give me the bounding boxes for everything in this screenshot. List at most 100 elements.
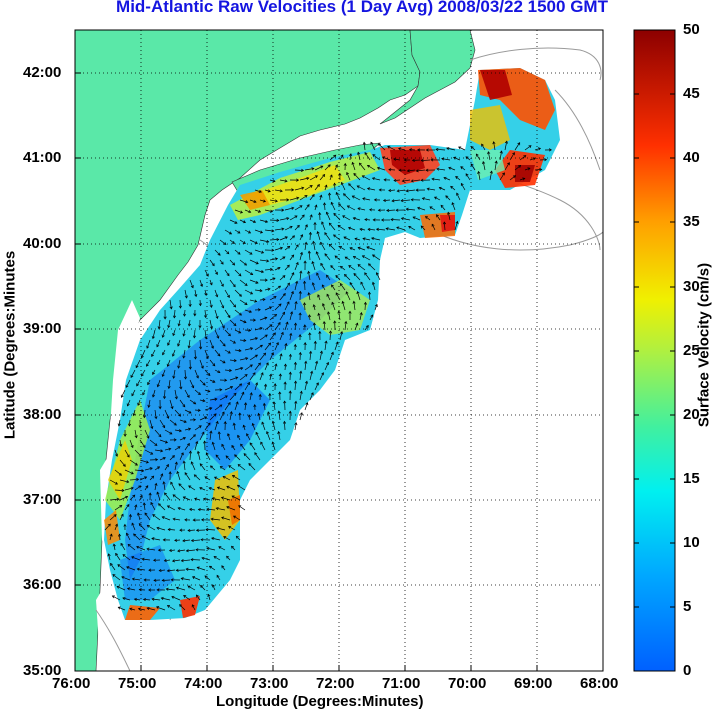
velocity-arrow-head	[362, 197, 366, 201]
velocity-arrow-head	[487, 151, 491, 155]
velocity-arrow-head	[211, 441, 215, 445]
velocity-arrow-head	[199, 487, 203, 490]
velocity-arrow	[199, 279, 203, 287]
velocity-arrow-head	[290, 311, 294, 315]
velocity-arrow	[156, 527, 166, 531]
velocity-arrow	[320, 263, 326, 271]
velocity-arrow-head	[131, 393, 135, 397]
velocity-arrow-head	[291, 188, 295, 192]
velocity-arrow	[200, 585, 206, 591]
velocity-arrow	[209, 319, 213, 329]
velocity-arrow-head	[133, 533, 137, 537]
velocity-arrow	[229, 377, 238, 381]
velocity-arrow-head	[408, 148, 412, 152]
velocity-arrow	[330, 265, 336, 271]
velocity-arrow-head	[333, 212, 337, 216]
velocity-arrow-head	[309, 350, 313, 354]
velocity-arrow	[504, 141, 508, 151]
velocity-arrow-head	[306, 176, 310, 180]
velocity-arrow-head	[207, 373, 211, 376]
velocity-arrow	[259, 317, 267, 321]
velocity-arrow-head	[234, 454, 238, 458]
velocity-arrow	[190, 559, 201, 561]
velocity-arrow-head	[221, 516, 225, 520]
velocity-arrow-head	[231, 444, 235, 449]
velocity-arrow-head	[165, 587, 169, 591]
velocity-arrow	[470, 163, 476, 171]
velocity-arrow	[294, 401, 297, 411]
velocity-arrow-head	[193, 474, 197, 478]
velocity-arrow	[203, 498, 211, 501]
velocity-arrow	[231, 445, 236, 451]
velocity-arrow	[159, 569, 166, 572]
velocity-arrow	[304, 168, 314, 171]
velocity-arrow	[184, 443, 190, 451]
velocity-arrow-head	[217, 353, 221, 357]
velocity-arrow-head	[246, 433, 249, 437]
velocity-arrow-head	[249, 251, 253, 255]
velocity-arrow	[188, 319, 191, 326]
velocity-arrow	[189, 399, 196, 405]
y-tick-label: 38:00	[23, 406, 62, 423]
velocity-arrow	[214, 404, 223, 411]
velocity-arrow	[166, 588, 176, 591]
velocity-arrow-head	[209, 407, 213, 411]
velocity-arrow	[204, 389, 211, 393]
velocity-arrow	[134, 504, 137, 511]
velocity-arrow-head	[335, 191, 339, 196]
velocity-arrow	[340, 283, 346, 291]
velocity-arrow-head	[130, 486, 134, 490]
velocity-arrow-head	[283, 400, 287, 404]
velocity-arrow-head	[267, 411, 271, 415]
velocity-arrow	[144, 512, 151, 521]
velocity-arrow-head	[420, 178, 424, 182]
velocity-arrow	[129, 439, 134, 448]
velocity-arrow	[132, 578, 141, 581]
velocity-arrow-head	[273, 383, 277, 387]
velocity-arrow-head	[188, 485, 192, 489]
velocity-arrow	[204, 289, 207, 296]
velocity-arrow	[211, 537, 221, 541]
velocity-arrow-head	[243, 338, 247, 343]
velocity-arrow	[199, 431, 205, 441]
velocity-arrow	[454, 221, 458, 231]
velocity-arrow-head	[282, 311, 285, 315]
velocity-arrow-head	[268, 392, 272, 396]
velocity-arrow	[224, 229, 232, 235]
velocity-arrow	[188, 485, 196, 491]
velocity-arrow	[159, 439, 168, 443]
velocity-arrow-head	[121, 488, 125, 493]
velocity-arrow-head	[146, 547, 150, 551]
colorbar-tick-label: 5	[683, 598, 692, 615]
velocity-arrow-head	[312, 304, 316, 308]
velocity-arrow	[239, 279, 248, 286]
velocity-arrow-head	[327, 192, 332, 196]
velocity-arrow-head	[366, 246, 370, 250]
velocity-arrow-head	[417, 148, 420, 152]
velocity-arrow-head	[304, 195, 308, 198]
velocity-arrow-head	[277, 285, 282, 289]
velocity-arrow	[164, 429, 173, 435]
velocity-arrow-head	[226, 485, 230, 489]
velocity-arrow	[214, 249, 221, 256]
velocity-arrow-head	[252, 220, 257, 224]
velocity-arrow-head	[203, 440, 207, 444]
velocity-arrow-head	[436, 214, 439, 218]
velocity-arrow-head	[190, 285, 194, 289]
velocity-arrow-head	[205, 527, 209, 532]
grid-lines	[75, 30, 603, 671]
velocity-arrow	[219, 279, 224, 287]
velocity-arrow	[347, 205, 356, 211]
velocity-arrow-head	[330, 265, 334, 269]
velocity-arrow-head	[316, 230, 320, 235]
velocity-arrow	[314, 184, 320, 191]
velocity-arrow-head	[179, 528, 183, 532]
velocity-arrow-head	[250, 272, 254, 275]
velocity-arrow-head	[345, 291, 349, 295]
velocity-arrow	[264, 229, 274, 232]
velocity-arrow	[334, 164, 338, 171]
velocity-arrow-head	[324, 253, 328, 257]
velocity-arrow-head	[186, 394, 190, 399]
velocity-arrow-head	[210, 465, 213, 469]
